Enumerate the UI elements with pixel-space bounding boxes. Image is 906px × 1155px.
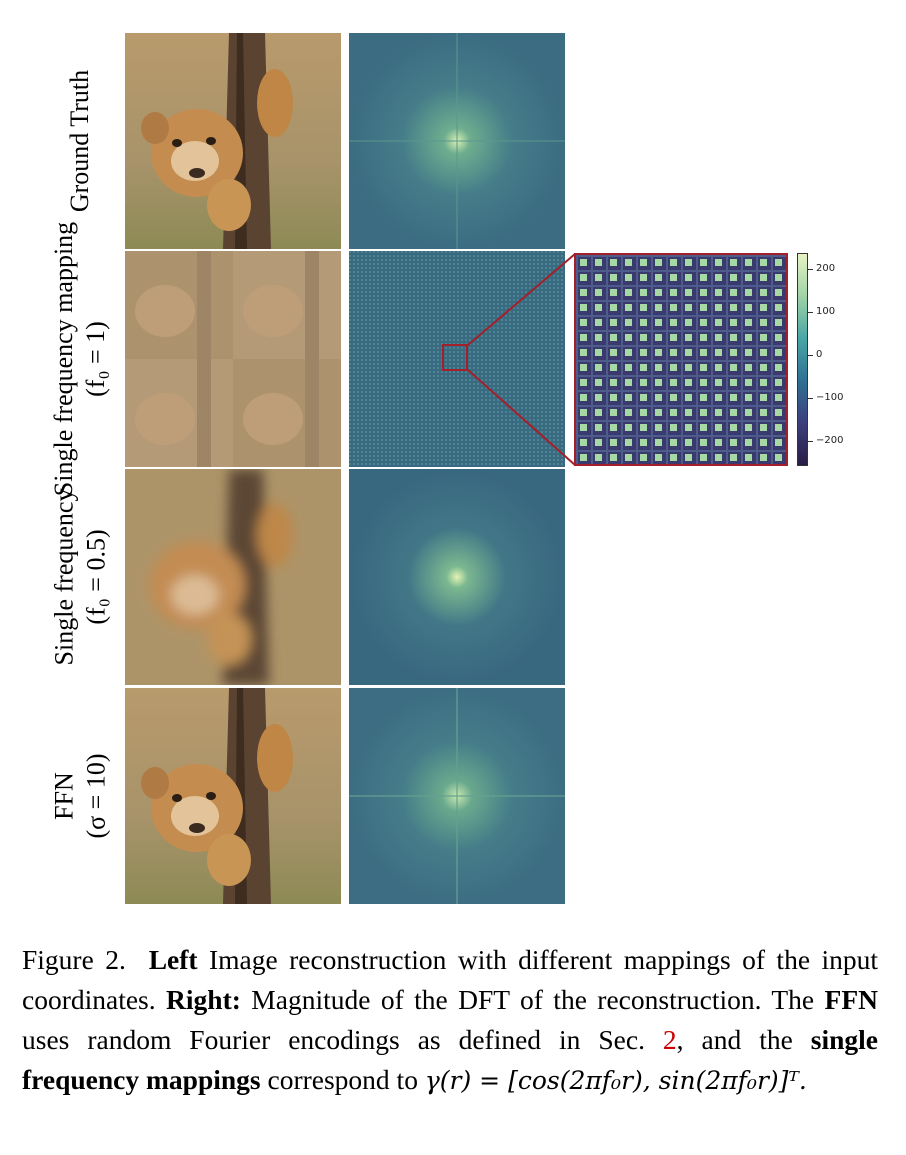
row-label-single-frequency-05: Single frequency (f₀ = 0.5)	[40, 469, 120, 685]
row-label-line: Single frequency mapping	[49, 221, 78, 497]
row-label-line: Single frequency	[49, 488, 79, 666]
colorbar-label: 100	[816, 306, 836, 317]
caption-text: correspond to	[260, 1064, 425, 1095]
colorbar-label: 0	[816, 349, 823, 360]
caption-left-bold: Left	[148, 944, 198, 975]
colorbar-tick	[808, 441, 813, 442]
row-label-line: (f₀ = 1)	[81, 321, 110, 397]
ffn-reconstruction	[125, 688, 341, 904]
row-label-line: (σ = 10)	[81, 753, 110, 839]
caption-text: Image reconstruction with different mapp…	[22, 944, 878, 1015]
row-label-line: Ground Truth	[65, 69, 95, 213]
colorbar-label: −200	[816, 435, 844, 446]
row-label-single-frequency-1: Single frequency mapping (f₀ = 1)	[40, 222, 120, 496]
single-frequency-f05-reconstruction	[125, 469, 341, 685]
colorbar-label: −100	[816, 392, 844, 403]
ffn-dft	[349, 688, 565, 904]
row-label-line: (f₀ = 0.5)	[81, 529, 111, 625]
caption-text: , and the	[676, 1024, 811, 1055]
caption-ffn-bold: FFN	[824, 984, 878, 1015]
row-label-line: FFN	[49, 772, 78, 820]
colorbar-tick	[808, 269, 813, 270]
colorbar-label: 200	[816, 263, 836, 274]
caption-text: uses random Fourier encodings as defined…	[22, 1024, 663, 1055]
colorbar	[797, 253, 808, 466]
single-frequency-f1-reconstruction	[125, 251, 341, 467]
ground-truth-image	[125, 33, 341, 249]
section-reference-link[interactable]: 2	[662, 1024, 677, 1055]
caption-text: Magnitude of the DFT of the reconstructi…	[240, 984, 825, 1015]
ground-truth-dft	[349, 33, 565, 249]
zoom-region-box	[442, 344, 468, 371]
caption-right-bold: Right:	[166, 984, 241, 1015]
row-label-ground-truth: Ground Truth	[40, 33, 120, 249]
colorbar-tick	[808, 312, 813, 313]
figure-caption: Figure 2. Left Image reconstruction with…	[22, 940, 878, 1101]
zoomed-dft-inset	[574, 253, 788, 466]
colorbar-tick	[808, 398, 813, 399]
caption-sfm-bold: single frequency mappings	[22, 1024, 878, 1095]
figure-label: Figure 2.	[22, 944, 126, 975]
single-frequency-f05-dft	[349, 469, 565, 685]
row-label-ffn: FFN (σ = 10)	[40, 688, 120, 904]
caption-formula: γ(r) = [cos(2πf₀r), sin(2πf₀r)]ᵀ.	[424, 1066, 807, 1095]
colorbar-tick	[808, 355, 813, 356]
